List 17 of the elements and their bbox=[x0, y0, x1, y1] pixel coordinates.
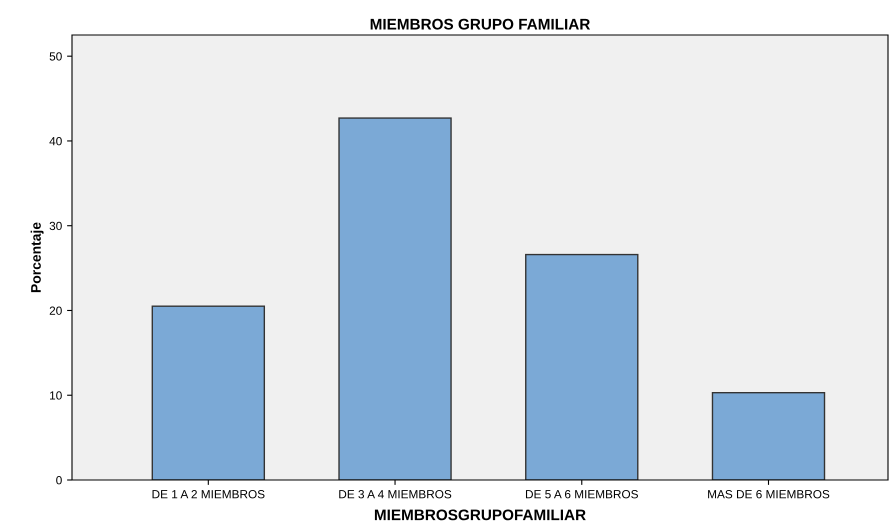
chart-title: MIEMBROS GRUPO FAMILIAR bbox=[370, 18, 590, 30]
y-tick-label: 20 bbox=[50, 306, 62, 315]
y-axis-title: Porcentaje bbox=[30, 222, 44, 292]
x-tick-label: DE 5 A 6 MIEMBROS bbox=[526, 490, 638, 498]
x-axis-title: MIEMBROSGRUPOFAMILIAR bbox=[374, 509, 586, 520]
y-tick-label: 30 bbox=[50, 222, 62, 230]
x-tick-label: DE 1 A 2 MIEMBROS bbox=[152, 490, 265, 498]
y-tick-label: 50 bbox=[50, 52, 62, 61]
bar bbox=[525, 254, 638, 480]
y-tick-label: 10 bbox=[50, 391, 62, 400]
bar bbox=[338, 117, 452, 480]
x-tick-label: DE 3 A 4 MIEMBROS bbox=[339, 490, 452, 498]
y-tick-label: 0 bbox=[56, 476, 62, 484]
x-tick-label: MAS DE 6 MIEMBROS bbox=[708, 490, 830, 498]
bar bbox=[712, 392, 826, 480]
bar bbox=[152, 306, 266, 480]
y-tick-label: 40 bbox=[49, 136, 62, 146]
